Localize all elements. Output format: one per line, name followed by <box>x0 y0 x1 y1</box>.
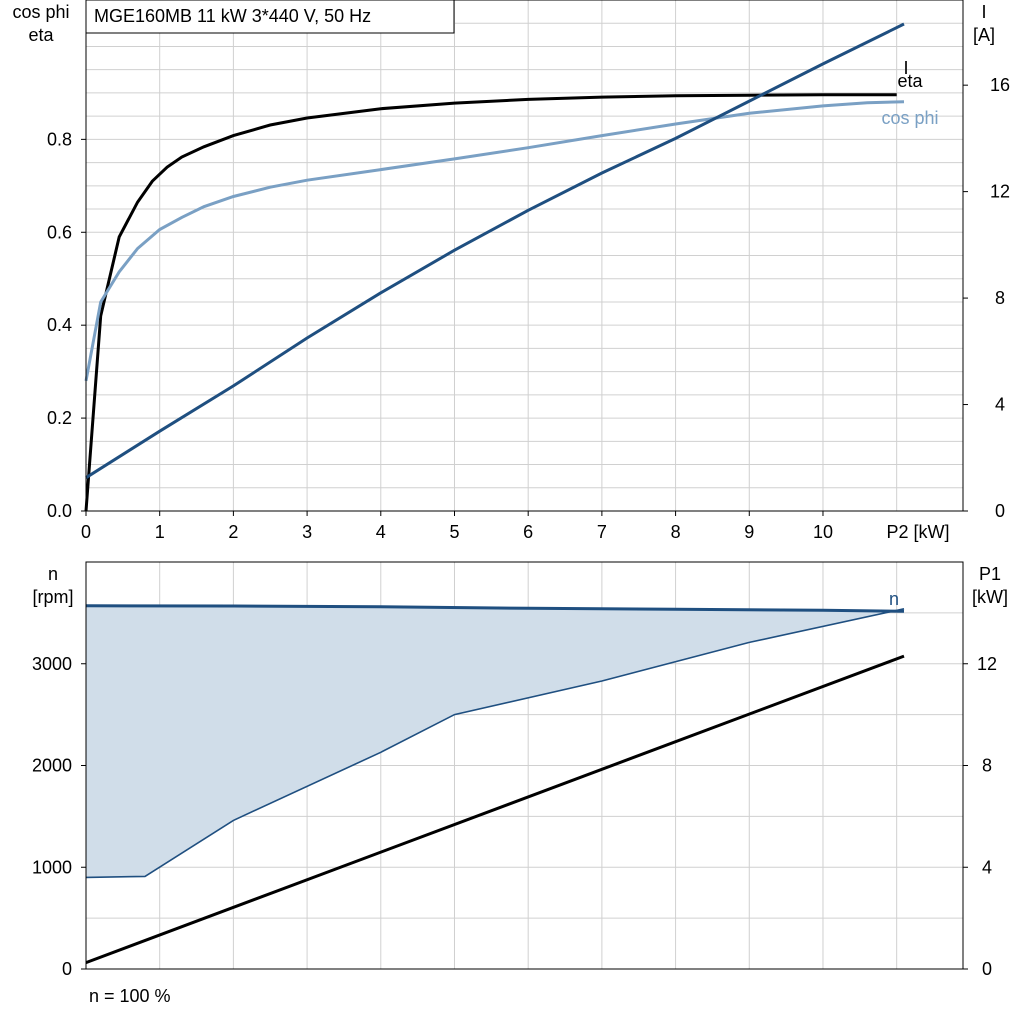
speed-range-area <box>86 605 904 878</box>
x-tick-label: 3 <box>302 522 312 542</box>
y-left-tick-label: 0.2 <box>47 408 72 428</box>
bottom-y-left-label-line2: [rpm] <box>32 587 73 607</box>
bottom-chart-ticks: 0 1000 2000 3000 0 4 8 12 <box>32 654 997 979</box>
bottom-y-right-tick-label: 12 <box>977 654 997 674</box>
bottom-y-right-tick-label: 0 <box>982 959 992 979</box>
series-label-eta: eta <box>897 71 923 91</box>
bottom-y-right-tick-label: 8 <box>982 756 992 776</box>
speed-note: n = 100 % <box>89 986 171 1006</box>
bottom-y-left-tick-label: 2000 <box>32 756 72 776</box>
min-speed-curve <box>85 608 905 879</box>
y-right-tick-label: 16 <box>990 75 1010 95</box>
y-left-label-line1: cos phi <box>12 2 69 22</box>
y-right-label-line2: [A] <box>973 25 995 45</box>
y-right-tick-label: 12 <box>990 182 1010 202</box>
x-tick-label: 4 <box>376 522 386 542</box>
title-box: MGE160MB 11 kW 3*440 V, 50 Hz <box>85 0 455 34</box>
x-tick-label: 8 <box>671 522 681 542</box>
y-right-tick-label: 8 <box>995 288 1005 308</box>
x-axis-label: P2 [kW] <box>886 522 949 542</box>
bottom-y-left-tick-label: 1000 <box>32 857 72 877</box>
series-label-n: n <box>889 589 899 609</box>
speed-curve <box>85 604 905 613</box>
x-tick-label: 0 <box>81 522 91 542</box>
y-right-tick-label: 4 <box>995 395 1005 415</box>
y-right-label-line1: I <box>981 2 986 22</box>
bottom-y-right-label-line1: P1 <box>979 564 1001 584</box>
cos-phi-curve <box>84 100 905 382</box>
x-tick-label: 5 <box>449 522 459 542</box>
x-tick-label: 10 <box>813 522 833 542</box>
chart-title: MGE160MB 11 kW 3*440 V, 50 Hz <box>94 6 371 26</box>
x-tick-label: 1 <box>155 522 165 542</box>
y-left-tick-label: 0.6 <box>47 222 72 242</box>
speed-power-chart: 0 1000 2000 3000 0 4 8 12 n [rpm] P1 [kW] n n =… <box>32 561 1008 1006</box>
bottom-y-left-tick-label: 0 <box>62 959 72 979</box>
current-curve <box>85 22 905 479</box>
x-tick-label: 2 <box>228 522 238 542</box>
series-label-cos-phi: cos phi <box>881 108 938 128</box>
p1-curve <box>85 654 905 965</box>
y-left-tick-label: 0.4 <box>47 315 72 335</box>
bottom-y-right-label-line2: [kW] <box>972 587 1008 607</box>
x-tick-label: 7 <box>597 522 607 542</box>
bottom-y-left-label-line1: n <box>48 564 58 584</box>
x-tick-label: 6 <box>523 522 533 542</box>
bottom-y-left-tick-label: 3000 <box>32 654 72 674</box>
bottom-y-right-tick-label: 4 <box>982 857 992 877</box>
top-chart-grid <box>85 0 963 512</box>
y-left-tick-label: 0.8 <box>47 129 72 149</box>
series-label-current: I <box>903 58 908 78</box>
eta-curve <box>84 93 897 512</box>
x-tick-label: 9 <box>744 522 754 542</box>
y-left-label-line2: eta <box>28 25 54 45</box>
y-right-tick-label: 0 <box>995 501 1005 521</box>
y-left-tick-label: 0.0 <box>47 501 72 521</box>
top-chart-frame <box>85 0 964 512</box>
